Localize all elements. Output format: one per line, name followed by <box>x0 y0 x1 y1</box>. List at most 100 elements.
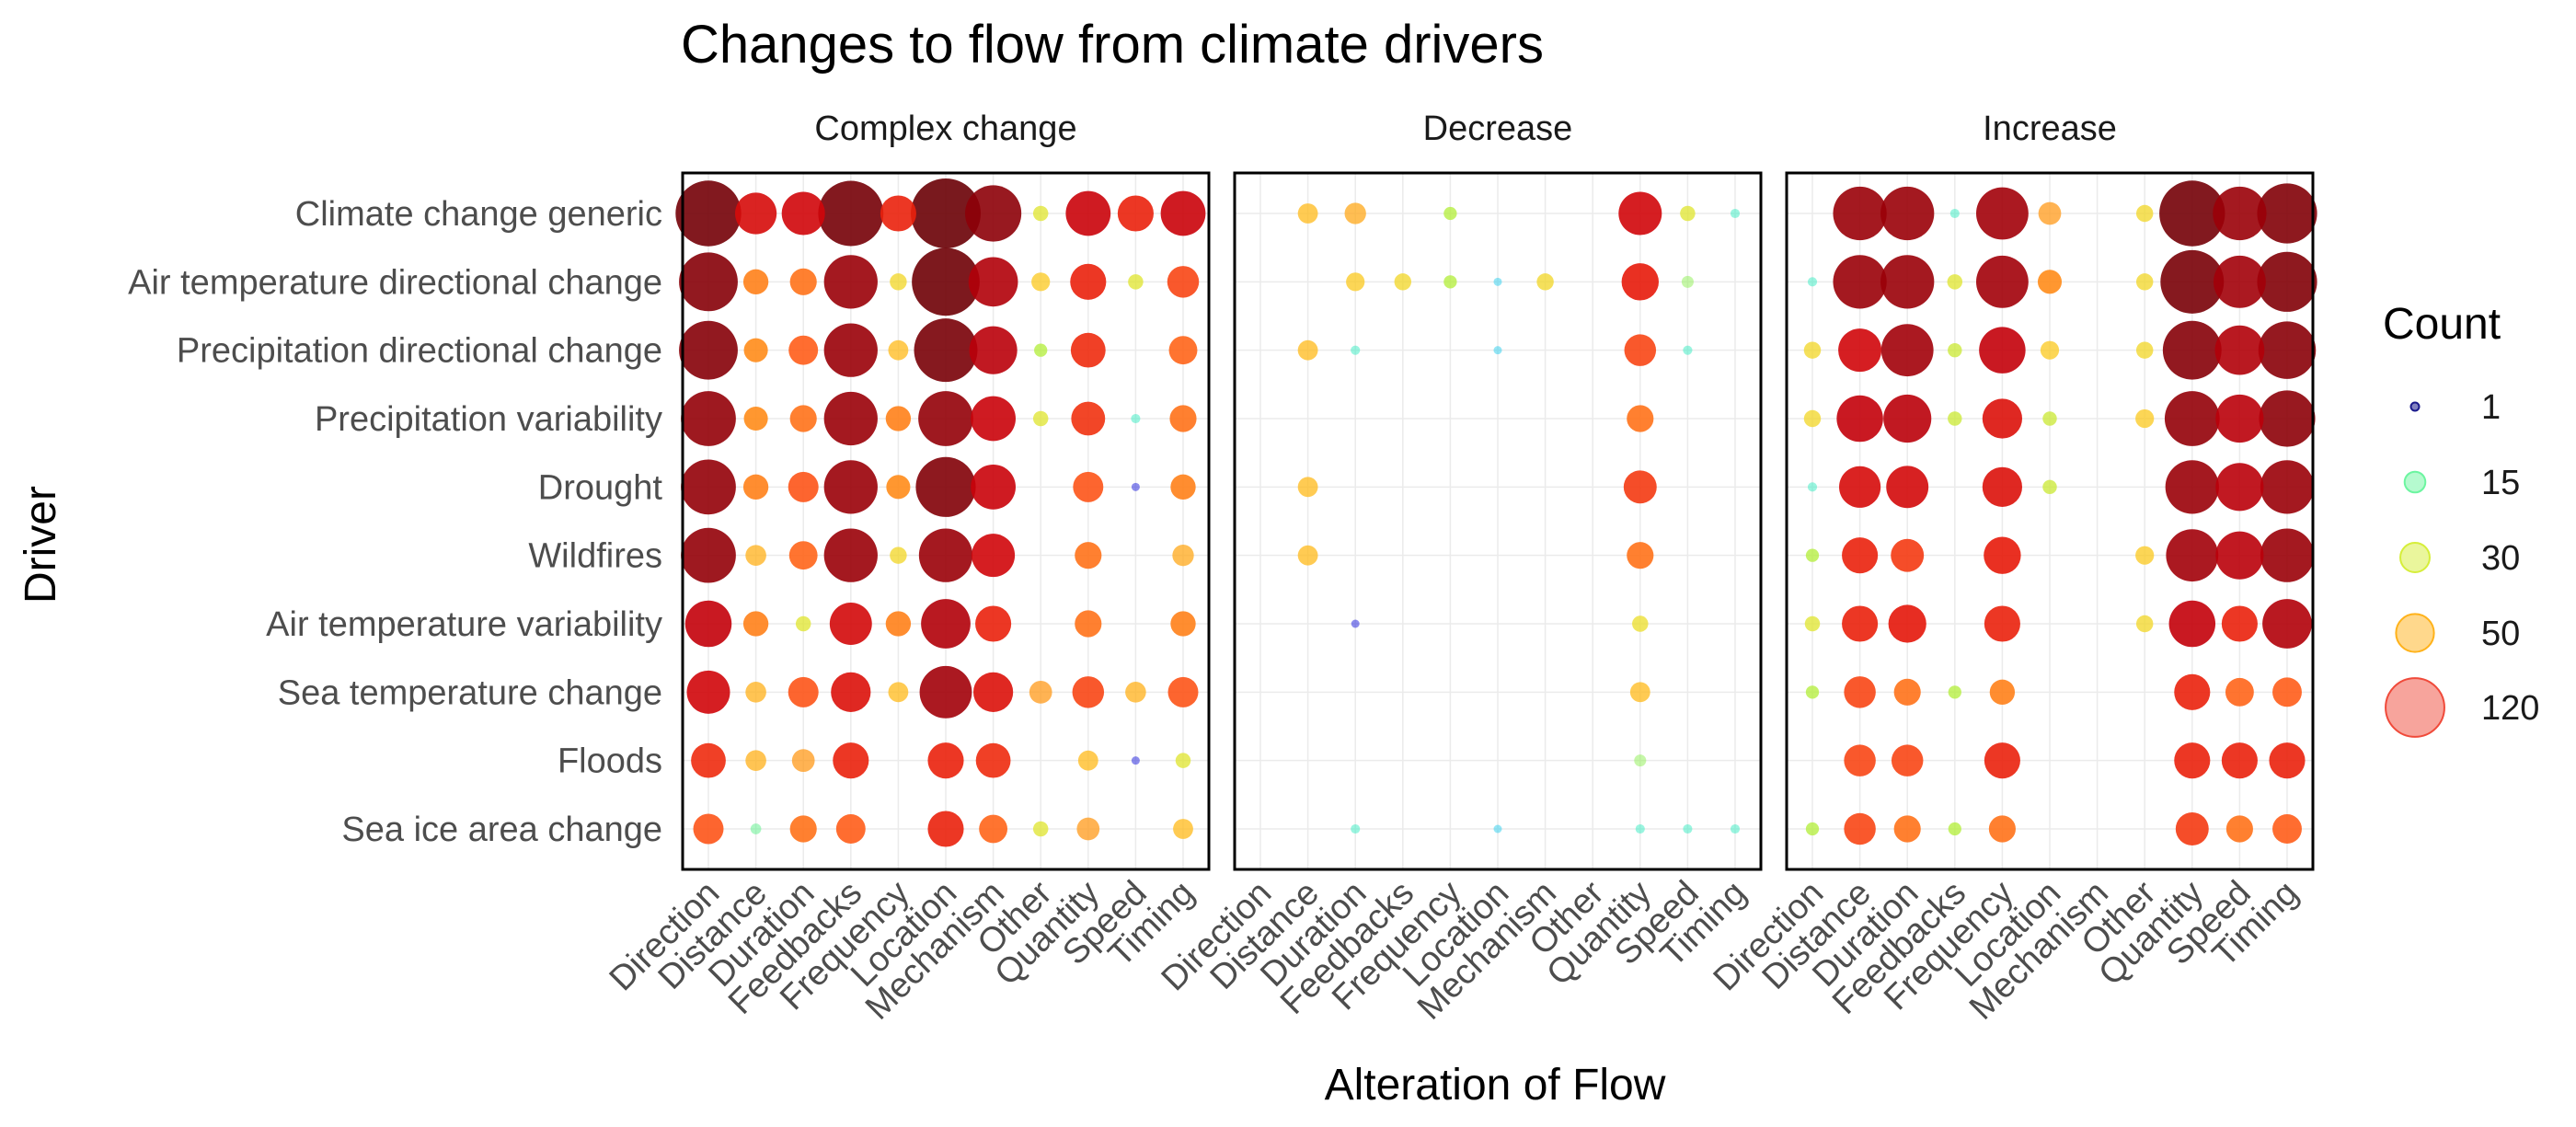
point-complex-change-air-temperature-directional-change-timing <box>1167 266 1200 298</box>
point-increase-climate-change-generic-other <box>2135 204 2154 223</box>
facet-panels: Complex changeDirectionDistanceDurationF… <box>128 109 2317 1028</box>
point-decrease-wildfires-quantity <box>1627 542 1654 569</box>
y-tick-label: Air temperature variability <box>266 605 662 644</box>
point-complex-change-sea-ice-area-change-other <box>1032 821 1049 837</box>
point-increase-precipitation-directional-change-timing <box>2258 321 2317 379</box>
point-complex-change-sea-ice-area-change-quantity <box>1076 817 1100 841</box>
point-increase-sea-ice-area-change-frequency <box>1988 815 2016 843</box>
point-increase-wildfires-quantity <box>2166 529 2219 582</box>
point-increase-air-temperature-directional-change-feedbacks <box>1947 274 1963 290</box>
y-tick-label: Sea temperature change <box>278 673 662 712</box>
point-increase-sea-temperature-change-feedbacks <box>1948 685 1961 699</box>
point-increase-precipitation-directional-change-feedbacks <box>1948 342 1962 358</box>
point-complex-change-precipitation-directional-change-duration <box>788 335 819 365</box>
point-complex-change-air-temperature-variability-direction <box>684 600 732 648</box>
point-increase-drought-quantity <box>2165 460 2219 514</box>
legend-item: 50 <box>2395 613 2520 653</box>
point-decrease-air-temperature-directional-change-location <box>1493 277 1502 286</box>
legend-label: 120 <box>2481 689 2539 728</box>
point-increase-wildfires-duration <box>1891 538 1925 572</box>
point-increase-precipitation-variability-speed <box>2215 394 2264 443</box>
point-increase-sea-temperature-change-distance <box>1844 676 1876 708</box>
point-increase-precipitation-directional-change-direction <box>1803 341 1822 359</box>
point-decrease-sea-ice-area-change-location <box>1493 824 1502 834</box>
point-complex-change-floods-duration <box>791 749 815 773</box>
size-legend: Count 1 15 30 50 120 <box>2383 300 2539 738</box>
point-complex-change-climate-change-generic-quantity <box>1065 190 1111 236</box>
point-complex-change-sea-temperature-change-direction <box>686 670 730 714</box>
point-complex-change-precipitation-variability-quantity <box>1071 401 1106 436</box>
point-decrease-climate-change-generic-distance <box>1297 203 1318 224</box>
point-increase-climate-change-generic-frequency <box>1975 187 2029 240</box>
legend-symbol <box>2403 470 2427 494</box>
point-increase-air-temperature-variability-duration <box>1888 604 1926 643</box>
point-complex-change-air-temperature-variability-duration <box>795 615 811 632</box>
point-increase-drought-direction <box>1807 482 1818 492</box>
point-complex-change-precipitation-directional-change-direction <box>679 320 738 380</box>
point-complex-change-air-temperature-directional-change-mechanism <box>968 257 1018 307</box>
point-complex-change-sea-temperature-change-frequency <box>888 682 909 703</box>
point-decrease-air-temperature-directional-change-quantity <box>1621 263 1659 301</box>
point-complex-change-air-temperature-directional-change-direction <box>679 252 738 312</box>
point-complex-change-sea-temperature-change-quantity <box>1072 676 1105 708</box>
y-tick-label: Wildfires <box>528 537 662 576</box>
point-increase-air-temperature-directional-change-duration <box>1880 255 1935 309</box>
point-decrease-drought-distance <box>1297 477 1318 498</box>
point-increase-climate-change-generic-quantity <box>2159 180 2225 247</box>
point-increase-precipitation-variability-other <box>2135 408 2155 429</box>
point-decrease-wildfires-distance <box>1297 545 1318 566</box>
point-complex-change-climate-change-generic-location <box>911 178 981 248</box>
point-increase-air-temperature-variability-frequency <box>1984 605 2020 642</box>
point-increase-climate-change-generic-feedbacks <box>1949 208 1960 219</box>
point-increase-climate-change-generic-location <box>2038 201 2062 225</box>
facet-label-complex-change: Complex change <box>814 109 1076 148</box>
point-increase-precipitation-directional-change-other <box>2135 341 2154 359</box>
x-axis-title: Alteration of Flow <box>1325 1061 1666 1110</box>
point-complex-change-floods-direction <box>691 742 726 778</box>
y-tick-label: Air temperature directional change <box>128 263 662 302</box>
point-decrease-precipitation-directional-change-distance <box>1297 339 1318 361</box>
point-complex-change-air-temperature-variability-location <box>921 599 971 649</box>
panel-border <box>1233 171 1763 871</box>
point-increase-wildfires-distance <box>1842 537 1879 574</box>
point-increase-air-temperature-directional-change-location <box>2037 270 2063 294</box>
y-axis-labels: Climate change generic Air temperature di… <box>128 195 662 849</box>
point-complex-change-precipitation-variability-duration <box>789 405 817 432</box>
point-increase-precipitation-directional-change-frequency <box>1979 327 2026 374</box>
point-complex-change-drought-quantity <box>1073 471 1104 502</box>
point-increase-wildfires-frequency <box>1984 536 2021 574</box>
point-increase-air-temperature-variability-quantity <box>2168 600 2216 648</box>
point-increase-air-temperature-directional-change-frequency <box>1975 255 2029 308</box>
point-decrease-climate-change-generic-duration <box>1344 202 1366 224</box>
point-complex-change-sea-temperature-change-distance <box>745 682 766 703</box>
point-decrease-sea-temperature-change-quantity <box>1629 682 1650 703</box>
point-complex-change-climate-change-generic-feedbacks <box>818 180 884 247</box>
point-complex-change-wildfires-timing <box>1172 545 1194 567</box>
point-increase-drought-duration <box>1886 466 1929 509</box>
point-complex-change-air-temperature-variability-timing <box>1170 611 1196 637</box>
legend-label: 50 <box>2481 615 2520 653</box>
point-complex-change-sea-ice-area-change-direction <box>693 813 724 845</box>
point-complex-change-precipitation-directional-change-feedbacks <box>823 323 878 377</box>
point-complex-change-precipitation-directional-change-mechanism <box>969 326 1018 374</box>
point-complex-change-precipitation-variability-direction <box>681 391 736 446</box>
point-increase-sea-ice-area-change-speed <box>2225 815 2253 843</box>
point-complex-change-climate-change-generic-distance <box>735 192 777 235</box>
point-complex-change-precipitation-directional-change-other <box>1034 343 1048 357</box>
point-increase-air-temperature-directional-change-distance <box>1833 255 1887 309</box>
point-complex-change-wildfires-quantity <box>1075 542 1102 569</box>
point-complex-change-sea-temperature-change-mechanism <box>972 672 1014 712</box>
point-increase-floods-timing <box>2269 742 2306 779</box>
point-increase-floods-quantity <box>2174 742 2211 779</box>
point-complex-change-precipitation-directional-change-distance <box>743 338 768 362</box>
point-increase-floods-speed <box>2221 742 2258 779</box>
point-complex-change-sea-temperature-change-duration <box>788 676 819 707</box>
point-complex-change-precipitation-variability-frequency <box>885 406 912 431</box>
point-increase-sea-temperature-change-frequency <box>1989 679 2016 706</box>
legend-symbol <box>2395 613 2435 653</box>
point-increase-climate-change-generic-timing <box>2257 183 2317 244</box>
point-increase-sea-ice-area-change-direction <box>1805 822 1820 836</box>
point-complex-change-air-temperature-directional-change-location <box>912 247 980 316</box>
point-complex-change-sea-ice-area-change-distance <box>750 823 762 834</box>
